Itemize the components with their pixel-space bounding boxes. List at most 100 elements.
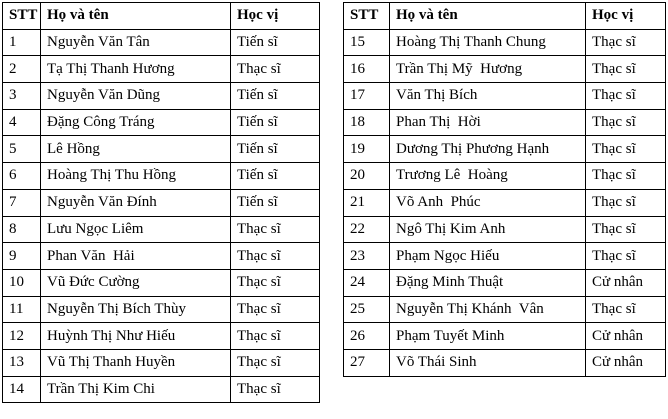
cell-name: Phạm Tuyết Minh: [389, 322, 586, 350]
cell-degree: Thạc sĩ: [585, 55, 666, 84]
cell-degree: Thạc sĩ: [230, 242, 320, 270]
cell-degree: Cử nhân: [585, 268, 666, 297]
cell-degree: Cử nhân: [585, 322, 666, 350]
cell-stt: 17: [343, 82, 390, 110]
table-row: 10 Vũ Đức Cường Thạc sĩ: [2, 268, 320, 297]
cell-name: Phạm Ngọc Hiếu: [389, 242, 586, 270]
table-row: 21 Võ Anh Phúc Thạc sĩ: [343, 188, 666, 217]
cell-name: Tạ Thị Thanh Hương: [40, 55, 231, 84]
cell-stt: 21: [343, 188, 390, 217]
cell-degree: Tiến sĩ: [230, 108, 320, 137]
cell-name: Nguyễn Thị Bích Thùy: [40, 295, 231, 324]
cell-stt: 24: [343, 268, 390, 297]
table-row: 15 Hoàng Thị Thanh Chung Thạc sĩ: [343, 28, 666, 57]
cell-degree: Thạc sĩ: [230, 268, 320, 297]
cell-stt: 13: [2, 348, 41, 377]
cell-stt: 27: [343, 348, 390, 377]
cell-stt: 6: [2, 162, 41, 190]
staff-table-left: STT Họ và tên Học vị 1 Nguyễn Văn Tân Tiến…: [2, 2, 320, 404]
cell-stt: 9: [2, 242, 41, 270]
cell-stt: 8: [2, 215, 41, 244]
cell-name: Lê Hồng: [40, 135, 231, 164]
cell-name: Dương Thị Phương Hạnh: [389, 135, 586, 164]
cell-name: Đặng Minh Thuật: [389, 268, 586, 297]
cell-name: Nguyễn Văn Đính: [40, 188, 231, 217]
cell-stt: 11: [2, 295, 41, 324]
table-row: 22 Ngô Thị Kim Anh Thạc sĩ: [343, 215, 666, 244]
table-row: 1 Nguyễn Văn Tân Tiến sĩ: [2, 28, 320, 57]
cell-name: Ngô Thị Kim Anh: [389, 215, 586, 244]
table-row: 12 Huỳnh Thị Như Hiếu Thạc sĩ: [2, 322, 320, 350]
table-row: 5 Lê Hồng Tiến sĩ: [2, 135, 320, 164]
cell-stt: 15: [343, 28, 390, 57]
cell-degree: Tiến sĩ: [230, 188, 320, 217]
cell-degree: Thạc sĩ: [585, 108, 666, 137]
table-row: 20 Trương Lê Hoàng Thạc sĩ: [343, 162, 666, 190]
cell-degree: Thạc sĩ: [585, 28, 666, 57]
table-row: 27 Võ Thái Sinh Cử nhân: [343, 348, 666, 377]
cell-name: Trương Lê Hoàng: [389, 162, 586, 190]
table-row: 13 Vũ Thị Thanh Huyền Thạc sĩ: [2, 348, 320, 377]
header-stt: STT: [343, 2, 390, 30]
header-name: Họ và tên: [389, 2, 586, 30]
table-row: 8 Lưu Ngọc Liêm Thạc sĩ: [2, 215, 320, 244]
cell-stt: 10: [2, 268, 41, 297]
header-name: Họ và tên: [40, 2, 231, 30]
cell-name: Nguyễn Văn Tân: [40, 28, 231, 57]
cell-degree: Cử nhân: [585, 348, 666, 377]
cell-degree: Thạc sĩ: [230, 322, 320, 350]
cell-name: Lưu Ngọc Liêm: [40, 215, 231, 244]
table-row: 23 Phạm Ngọc Hiếu Thạc sĩ: [343, 242, 666, 270]
table-row: 3 Nguyễn Văn Dũng Tiến sĩ: [2, 82, 320, 110]
cell-degree: Thạc sĩ: [585, 162, 666, 190]
cell-name: Hoàng Thị Thu Hồng: [40, 162, 231, 190]
cell-stt: 19: [343, 135, 390, 164]
cell-degree: Tiến sĩ: [230, 82, 320, 110]
cell-stt: 14: [2, 375, 41, 404]
cell-stt: 7: [2, 188, 41, 217]
table-row: 7 Nguyễn Văn Đính Tiến sĩ: [2, 188, 320, 217]
table-row: 24 Đặng Minh Thuật Cử nhân: [343, 268, 666, 297]
cell-degree: Thạc sĩ: [585, 242, 666, 270]
table-row: 19 Dương Thị Phương Hạnh Thạc sĩ: [343, 135, 666, 164]
cell-name: Võ Thái Sinh: [389, 348, 586, 377]
header-stt: STT: [2, 2, 41, 30]
cell-degree: Thạc sĩ: [230, 348, 320, 377]
cell-stt: 16: [343, 55, 390, 84]
cell-stt: 20: [343, 162, 390, 190]
cell-stt: 5: [2, 135, 41, 164]
cell-stt: 26: [343, 322, 390, 350]
cell-stt: 12: [2, 322, 41, 350]
header-row: STT Họ và tên Học vị: [343, 2, 666, 30]
cell-name: Đặng Công Tráng: [40, 108, 231, 137]
cell-name: Nguyễn Văn Dũng: [40, 82, 231, 110]
cell-stt: 23: [343, 242, 390, 270]
cell-name: Nguyễn Thị Khánh Vân: [389, 295, 586, 324]
cell-degree: Thạc sĩ: [585, 295, 666, 324]
cell-name: Vũ Thị Thanh Huyền: [40, 348, 231, 377]
header-degree: Học vị: [230, 2, 320, 30]
cell-degree: Thạc sĩ: [585, 82, 666, 110]
cell-degree: Thạc sĩ: [230, 55, 320, 84]
header-row: STT Họ và tên Học vị: [2, 2, 320, 30]
cell-degree: Thạc sĩ: [230, 375, 320, 404]
cell-stt: 1: [2, 28, 41, 57]
cell-degree: Tiến sĩ: [230, 28, 320, 57]
table-row: 4 Đặng Công Tráng Tiến sĩ: [2, 108, 320, 137]
cell-name: Vũ Đức Cường: [40, 268, 231, 297]
cell-stt: 3: [2, 82, 41, 110]
cell-stt: 25: [343, 295, 390, 324]
cell-degree: Thạc sĩ: [585, 215, 666, 244]
table-row: 25 Nguyễn Thị Khánh Vân Thạc sĩ: [343, 295, 666, 324]
cell-name: Võ Anh Phúc: [389, 188, 586, 217]
cell-name: Phan Văn Hải: [40, 242, 231, 270]
table-row: 17 Văn Thị Bích Thạc sĩ: [343, 82, 666, 110]
cell-stt: 4: [2, 108, 41, 137]
cell-stt: 18: [343, 108, 390, 137]
cell-stt: 22: [343, 215, 390, 244]
cell-name: Phan Thị Hời: [389, 108, 586, 137]
cell-name: Huỳnh Thị Như Hiếu: [40, 322, 231, 350]
table-row: 14 Trần Thị Kim Chi Thạc sĩ: [2, 375, 320, 404]
table-row: 16 Trần Thị Mỹ Hương Thạc sĩ: [343, 55, 666, 84]
header-degree: Học vị: [585, 2, 666, 30]
